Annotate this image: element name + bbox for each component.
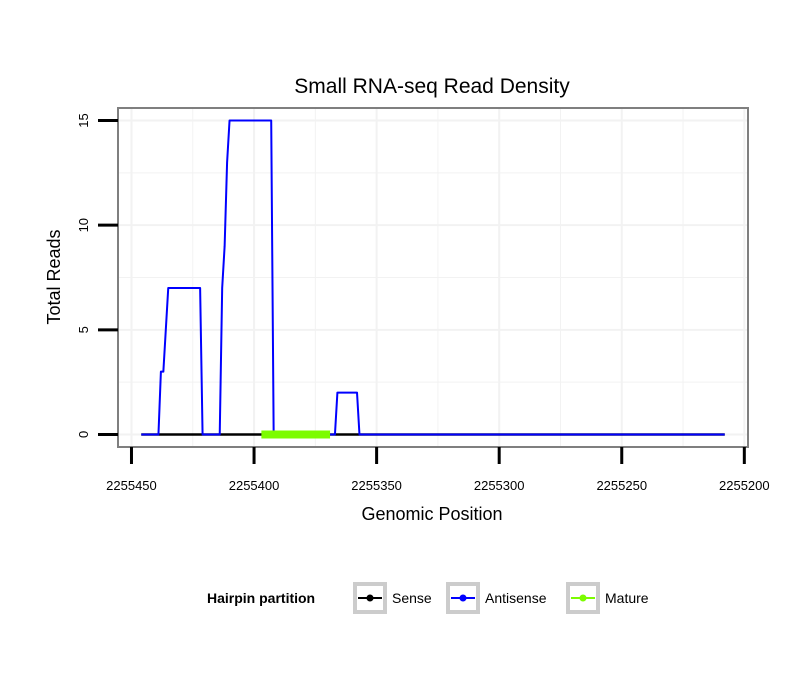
y-tick-label: 5 [76, 326, 91, 333]
legend-label: Antisense [485, 590, 547, 606]
chart-title: Small RNA-seq Read Density [294, 75, 570, 98]
legend-items: Sense Antisense Mature [353, 582, 649, 614]
legend-item-sense: Sense [353, 582, 432, 614]
x-tick-label: 2255200 [719, 478, 770, 493]
legend-key-point [366, 594, 374, 602]
legend-key-point [579, 594, 587, 602]
y-tick-label: 10 [76, 218, 91, 232]
series-line-antisense [141, 119, 725, 436]
legend-item-mature: Mature [566, 582, 649, 614]
y-axis-label: Total Reads [44, 229, 64, 324]
legend-label: Sense [392, 590, 432, 606]
x-tick-label: 2255350 [351, 478, 402, 493]
legend-title: Hairpin partition [207, 590, 315, 606]
grid-layer [118, 108, 748, 447]
axis-layer: 2255450 2255400 2255350 2255300 2255250 22552… [76, 113, 770, 493]
x-tick-label: 2255450 [106, 478, 157, 493]
legend: Hairpin partition Sense Antisense Mature [207, 582, 649, 614]
legend-key-point [459, 594, 467, 602]
legend-item-antisense: Antisense [446, 582, 547, 614]
y-tick-label: 0 [76, 431, 91, 438]
x-axis-label: Genomic Position [361, 504, 502, 524]
plot-panel-border [117, 107, 749, 448]
x-tick-label: 2255400 [229, 478, 280, 493]
series-layer [141, 119, 725, 439]
x-tick-label: 2255300 [474, 478, 525, 493]
x-tick-label: 2255250 [596, 478, 647, 493]
legend-label: Mature [605, 590, 649, 606]
y-tick-label: 15 [76, 113, 91, 127]
